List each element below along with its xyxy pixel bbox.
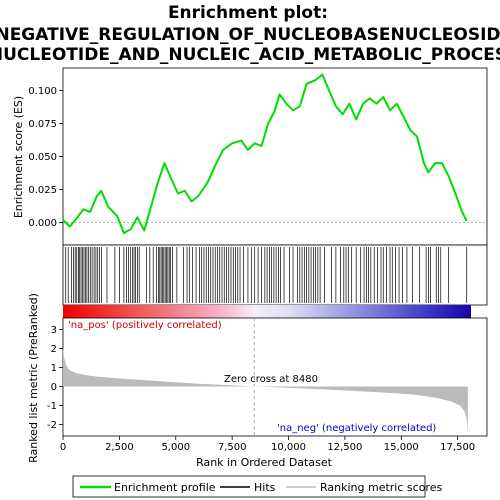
- legend-label-ranking-metric: Ranking metric scores: [320, 481, 442, 494]
- metric-area: [63, 346, 468, 433]
- zero-cross-label: Zero cross at 8480: [224, 374, 318, 385]
- metric-y-axis: 3 2 1 0 -1 -2: [47, 325, 63, 431]
- metric-x-tick-label: 15,000: [384, 442, 419, 453]
- positive-correlated-label: 'na_pos' (positively correlated): [68, 320, 222, 331]
- es-series-line: [62, 73, 468, 235]
- plot-title-line-2: NEGATIVE_REGULATION_OF_NUCLEOBASENUCLEOS…: [0, 25, 500, 45]
- legend: Enrichment profile Hits Ranking metric s…: [72, 475, 442, 498]
- hit-marks: [65, 247, 468, 303]
- metric-x-tick-label: 7,500: [218, 442, 247, 453]
- rank-color-bar: [63, 305, 471, 318]
- es-y-tick-label: 0.100: [28, 86, 57, 97]
- es-y-axis: 0.100 0.075 0.050 0.025 0.000: [28, 86, 63, 229]
- metric-y-tick-label: -2: [47, 420, 57, 431]
- es-y-tick-label: 0.000: [28, 218, 57, 229]
- hits-panel: [62, 244, 488, 306]
- es-y-tick-label: 0.075: [28, 119, 57, 130]
- metric-y-tick-label: -1: [47, 401, 57, 412]
- hits-frame: [62, 244, 488, 306]
- negative-correlated-label: 'na_neg' (negatively correlated): [277, 423, 436, 434]
- metric-y-tick-label: 3: [51, 325, 57, 336]
- metric-x-axis: 0 2,500 5,000 7,500 10,000 12,500 15,000 17,500: [60, 436, 475, 453]
- metric-x-tick-label: 10,000: [271, 442, 306, 453]
- metric-x-tick-label: 12,500: [327, 442, 362, 453]
- metric-x-tick-label: 2,500: [105, 442, 134, 453]
- legend-label-hits: Hits: [254, 481, 276, 494]
- metric-y-axis-label: Ranked list metric (PreRanked): [27, 293, 40, 463]
- metric-plot-frame: [62, 317, 488, 437]
- es-y-tick-label: 0.050: [28, 152, 57, 163]
- metric-x-tick-label: 0: [60, 442, 66, 453]
- metric-x-tick-label: 17,500: [440, 442, 475, 453]
- es-plot-frame: [62, 67, 488, 246]
- metric-y-tick-label: 2: [51, 344, 57, 355]
- enrichment-profile-panel: 0.100 0.075 0.050 0.025 0.000 Enrichment sco…: [12, 67, 488, 246]
- plot-title-line-3: NUCLEOTIDE_AND_NUCLEIC_ACID_METABOLIC_PR…: [0, 45, 500, 65]
- es-y-tick-label: 0.025: [28, 185, 57, 196]
- metric-y-tick-label: 1: [51, 363, 57, 374]
- ranked-metric-panel: 3 2 1 0 -1 -2 0 2,500 5,000 7,500 10,000 12,500 15,…: [27, 293, 488, 469]
- metric-x-tick-label: 5,000: [161, 442, 190, 453]
- plot-title-line-1: Enrichment plot:: [168, 3, 328, 23]
- metric-y-tick-label: 0: [51, 382, 57, 393]
- es-y-axis-label: Enrichment score (ES): [12, 96, 25, 218]
- metric-x-axis-label: Rank in Ordered Dataset: [196, 456, 333, 469]
- legend-label-enrichment-profile: Enrichment profile: [114, 481, 216, 494]
